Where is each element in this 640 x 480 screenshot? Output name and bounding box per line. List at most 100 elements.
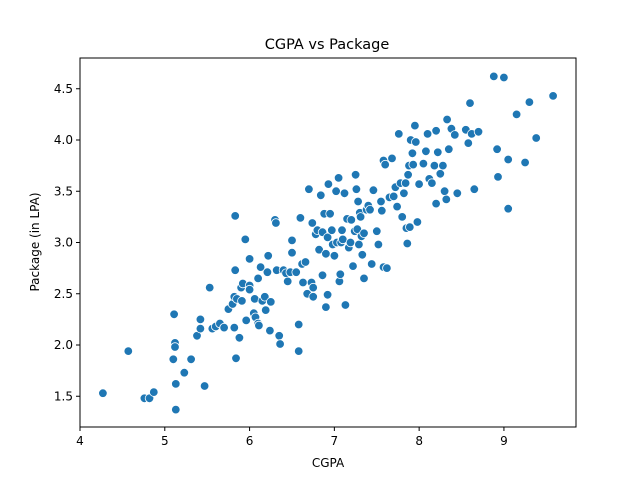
data-point: [435, 169, 446, 179]
data-point: [314, 244, 324, 255]
data-point: [295, 213, 306, 223]
data-point: [304, 184, 314, 194]
data-point: [346, 215, 357, 225]
data-point: [294, 319, 304, 330]
data-point: [291, 267, 301, 277]
y-tick-label: 2.0: [54, 338, 73, 352]
data-point: [229, 322, 240, 333]
data-point: [355, 212, 366, 222]
data-point: [171, 379, 181, 389]
data-point: [317, 270, 328, 281]
data-point: [520, 157, 530, 168]
data-point: [171, 404, 181, 415]
data-point: [353, 196, 363, 207]
data-point: [377, 205, 387, 216]
y-tick-label: 1.5: [54, 389, 73, 403]
data-point: [219, 322, 229, 333]
data-point: [169, 309, 179, 320]
data-point: [411, 137, 421, 147]
data-point: [452, 188, 463, 199]
data-point: [376, 196, 386, 207]
data-point: [170, 342, 180, 352]
data-point: [271, 218, 281, 228]
data-point: [441, 194, 452, 205]
data-point: [308, 282, 318, 293]
data-point: [123, 346, 134, 356]
data-point: [357, 250, 368, 260]
data-point: [548, 91, 558, 101]
data-point: [321, 249, 331, 259]
data-point: [389, 191, 399, 202]
data-point: [337, 225, 347, 235]
data-point: [204, 282, 215, 293]
data-point: [333, 173, 344, 183]
data-point: [422, 129, 433, 139]
data-point: [442, 114, 452, 125]
x-tick-label: 5: [161, 434, 169, 448]
chart-title: CGPA vs Package: [265, 37, 390, 53]
x-axis-label: CGPA: [312, 456, 345, 470]
data-point: [263, 251, 273, 261]
data-point: [287, 235, 297, 246]
data-point: [365, 204, 375, 215]
data-point: [499, 72, 509, 83]
data-point: [511, 109, 522, 120]
data-point: [275, 339, 285, 349]
data-points: [98, 71, 558, 415]
data-point: [339, 188, 350, 199]
x-tick-label: 8: [415, 434, 423, 448]
data-point: [387, 153, 397, 164]
data-point: [230, 265, 240, 275]
y-axis-label: Package (in LPA): [28, 192, 42, 291]
data-point: [372, 226, 382, 236]
y-tick-label: 2.5: [54, 287, 73, 301]
data-point: [234, 333, 245, 343]
x-tick-label: 4: [76, 434, 84, 448]
data-point: [427, 178, 437, 188]
data-point: [335, 269, 346, 280]
plot-frame: [79, 57, 577, 428]
data-point: [469, 184, 480, 194]
data-point: [493, 172, 503, 182]
data-point: [316, 190, 326, 201]
data-point: [265, 325, 275, 336]
data-point: [473, 127, 484, 137]
data-point: [394, 129, 404, 139]
x-tick-label: 9: [500, 434, 508, 448]
data-point: [308, 292, 318, 302]
data-point: [327, 225, 337, 235]
data-point: [410, 120, 420, 131]
data-point: [463, 138, 474, 148]
x-tick-label: 6: [246, 434, 254, 448]
data-point: [294, 346, 304, 356]
y-tick-label: 3.5: [54, 184, 73, 198]
data-point: [402, 238, 413, 249]
data-point: [350, 170, 361, 180]
data-point: [429, 160, 440, 171]
data-point: [531, 133, 541, 143]
data-point: [503, 154, 513, 165]
data-point: [382, 263, 392, 273]
data-point: [186, 354, 196, 365]
x-tick-label: 7: [331, 434, 339, 448]
data-point: [230, 211, 240, 221]
data-point: [368, 185, 379, 195]
data-point: [283, 276, 293, 287]
data-point: [408, 159, 418, 170]
data-point: [367, 259, 377, 269]
data-point: [352, 224, 363, 234]
data-point: [492, 144, 502, 154]
data-point: [489, 71, 499, 82]
data-point: [351, 184, 362, 194]
data-point: [262, 267, 273, 277]
data-point: [407, 148, 418, 159]
data-point: [400, 178, 411, 188]
data-point: [300, 257, 311, 267]
data-point: [431, 126, 441, 136]
y-tick-label: 4.5: [54, 82, 73, 96]
data-point: [431, 198, 441, 209]
data-point: [179, 368, 190, 378]
data-point: [274, 331, 284, 341]
data-point: [524, 97, 535, 107]
